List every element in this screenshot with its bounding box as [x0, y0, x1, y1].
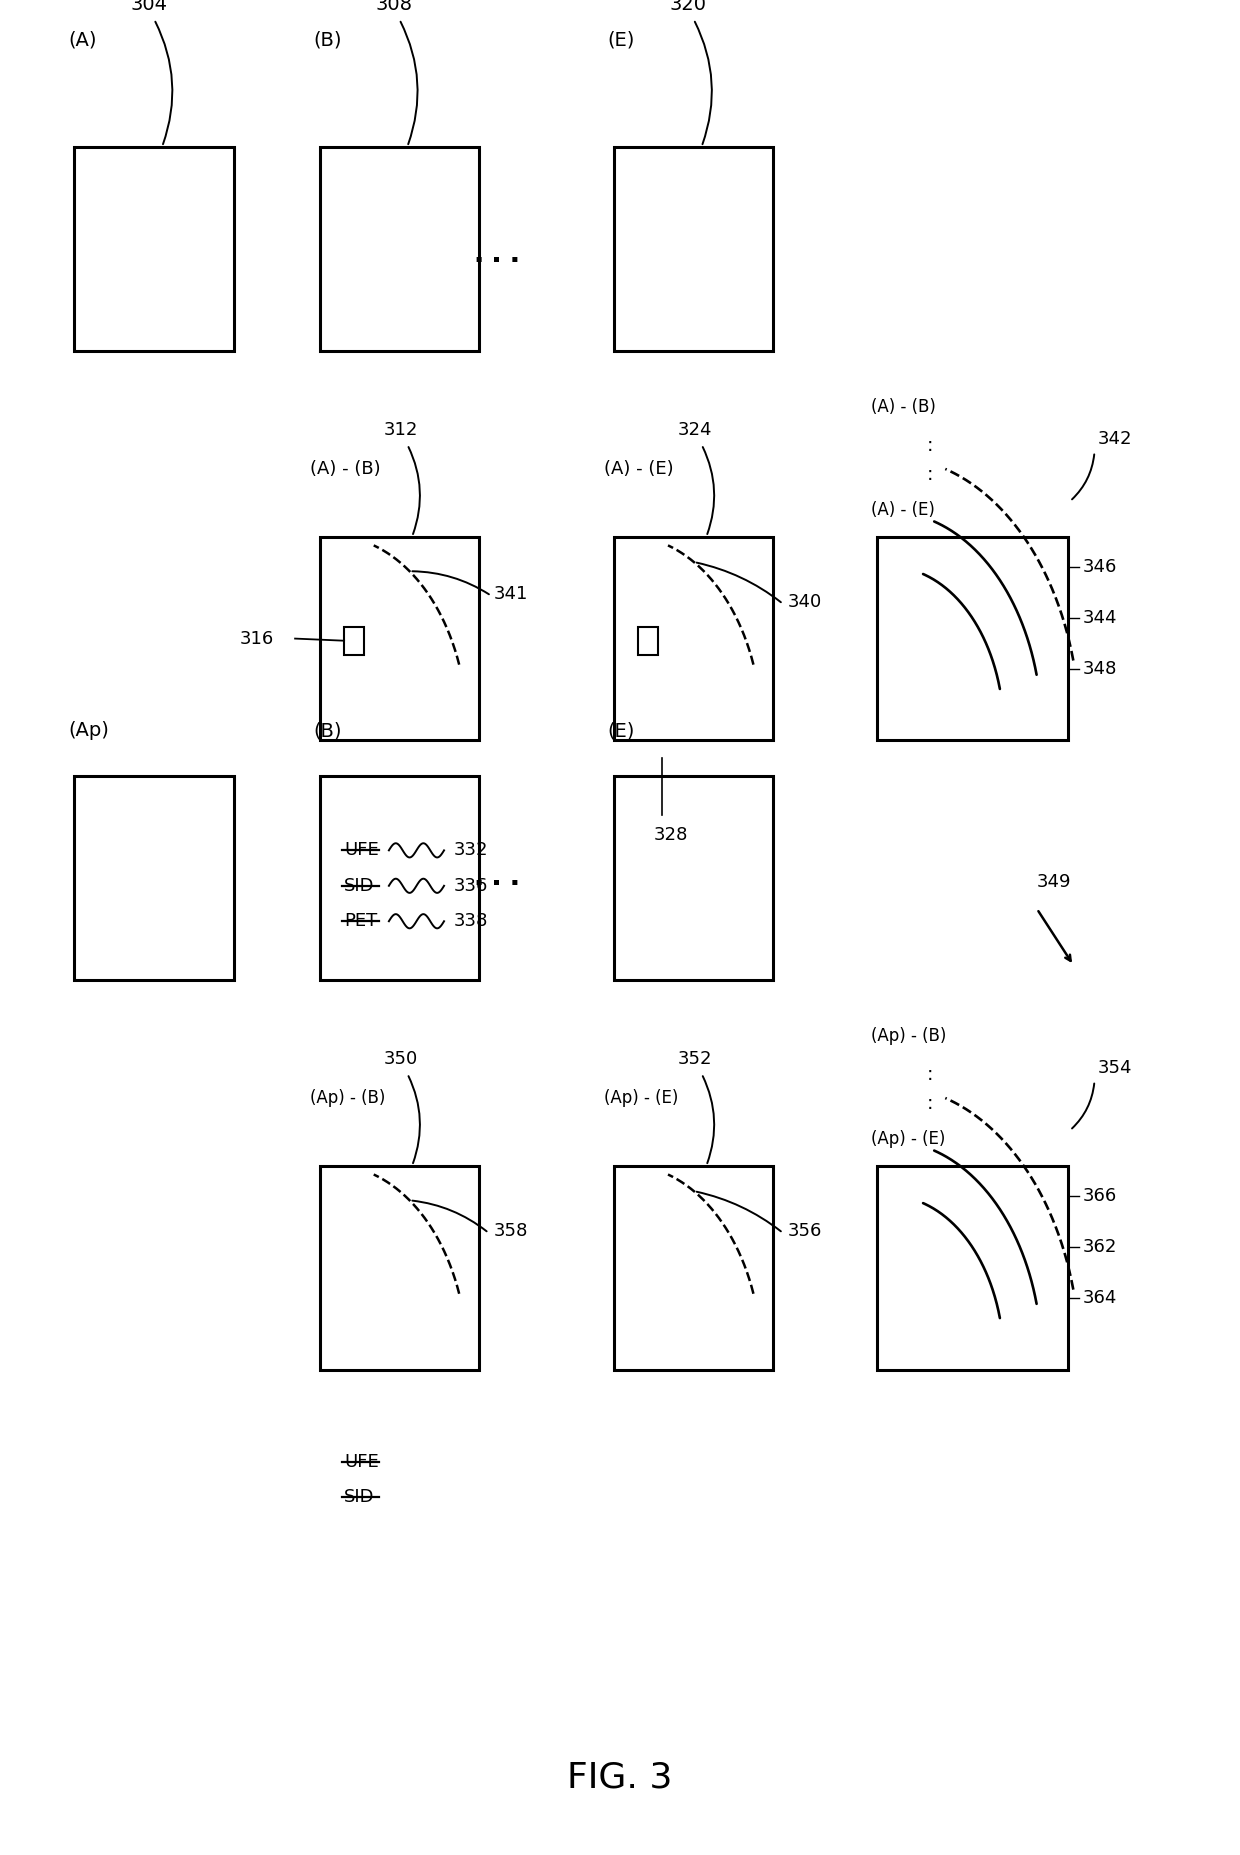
Text: 324: 324 [677, 421, 712, 440]
Bar [320, 775, 479, 979]
Text: 354: 354 [1099, 1059, 1132, 1078]
Text: PET: PET [345, 913, 377, 929]
Text: 358: 358 [494, 1222, 528, 1239]
Text: (A) - (E): (A) - (E) [604, 460, 673, 479]
Text: 341: 341 [494, 584, 528, 603]
Text: (Ap) - (B): (Ap) - (B) [872, 1028, 946, 1044]
Text: 320: 320 [670, 0, 707, 15]
Bar [345, 627, 363, 655]
Text: 348: 348 [1083, 660, 1116, 679]
Text: ...: ... [470, 863, 525, 892]
Text: 364: 364 [1083, 1289, 1116, 1308]
Bar [878, 536, 1068, 740]
Text: (E): (E) [608, 722, 635, 740]
Text: :: : [926, 1094, 932, 1113]
Text: (E): (E) [608, 30, 635, 50]
Text: 308: 308 [376, 0, 413, 15]
Text: (A) - (B): (A) - (B) [872, 399, 936, 416]
Text: 344: 344 [1083, 608, 1117, 627]
Bar [320, 536, 479, 740]
Text: 366: 366 [1083, 1187, 1116, 1206]
Text: 312: 312 [383, 421, 418, 440]
Bar [614, 536, 774, 740]
Text: :: : [926, 464, 932, 484]
Text: 350: 350 [383, 1050, 418, 1068]
Text: 316: 316 [239, 629, 274, 647]
Bar [320, 1165, 479, 1369]
Text: UFE: UFE [345, 1452, 379, 1471]
Text: SID: SID [345, 1488, 374, 1506]
Text: FIG. 3: FIG. 3 [568, 1760, 672, 1794]
Bar [878, 1165, 1068, 1369]
Text: 340: 340 [787, 594, 822, 610]
Text: UFE: UFE [345, 842, 379, 859]
Text: (A) - (B): (A) - (B) [310, 460, 381, 479]
Text: (Ap) - (B): (Ap) - (B) [310, 1089, 386, 1107]
Bar [320, 147, 479, 351]
Text: 342: 342 [1099, 430, 1132, 449]
Text: 356: 356 [787, 1222, 822, 1239]
Text: (Ap) - (E): (Ap) - (E) [872, 1130, 946, 1148]
Text: (Ap) - (E): (Ap) - (E) [604, 1089, 678, 1107]
Text: 346: 346 [1083, 558, 1116, 577]
Text: 336: 336 [454, 877, 489, 894]
Bar [74, 775, 234, 979]
Text: 352: 352 [677, 1050, 712, 1068]
Text: :: : [926, 436, 932, 454]
Bar [74, 147, 234, 351]
Bar [614, 775, 774, 979]
Text: :: : [926, 1065, 932, 1085]
Text: (A): (A) [68, 30, 97, 50]
Bar [614, 1165, 774, 1369]
Text: (Ap): (Ap) [68, 722, 109, 740]
Text: 328: 328 [653, 825, 688, 844]
Bar [639, 627, 658, 655]
Text: (B): (B) [314, 30, 342, 50]
Text: 332: 332 [454, 842, 489, 859]
Text: 349: 349 [1037, 874, 1071, 890]
Bar [614, 147, 774, 351]
Text: SID: SID [345, 877, 374, 894]
Text: 338: 338 [454, 913, 489, 929]
Text: 362: 362 [1083, 1239, 1116, 1256]
Text: (B): (B) [314, 722, 342, 740]
Text: 304: 304 [130, 0, 167, 15]
Text: ...: ... [470, 239, 525, 267]
Text: (A) - (E): (A) - (E) [872, 501, 935, 519]
